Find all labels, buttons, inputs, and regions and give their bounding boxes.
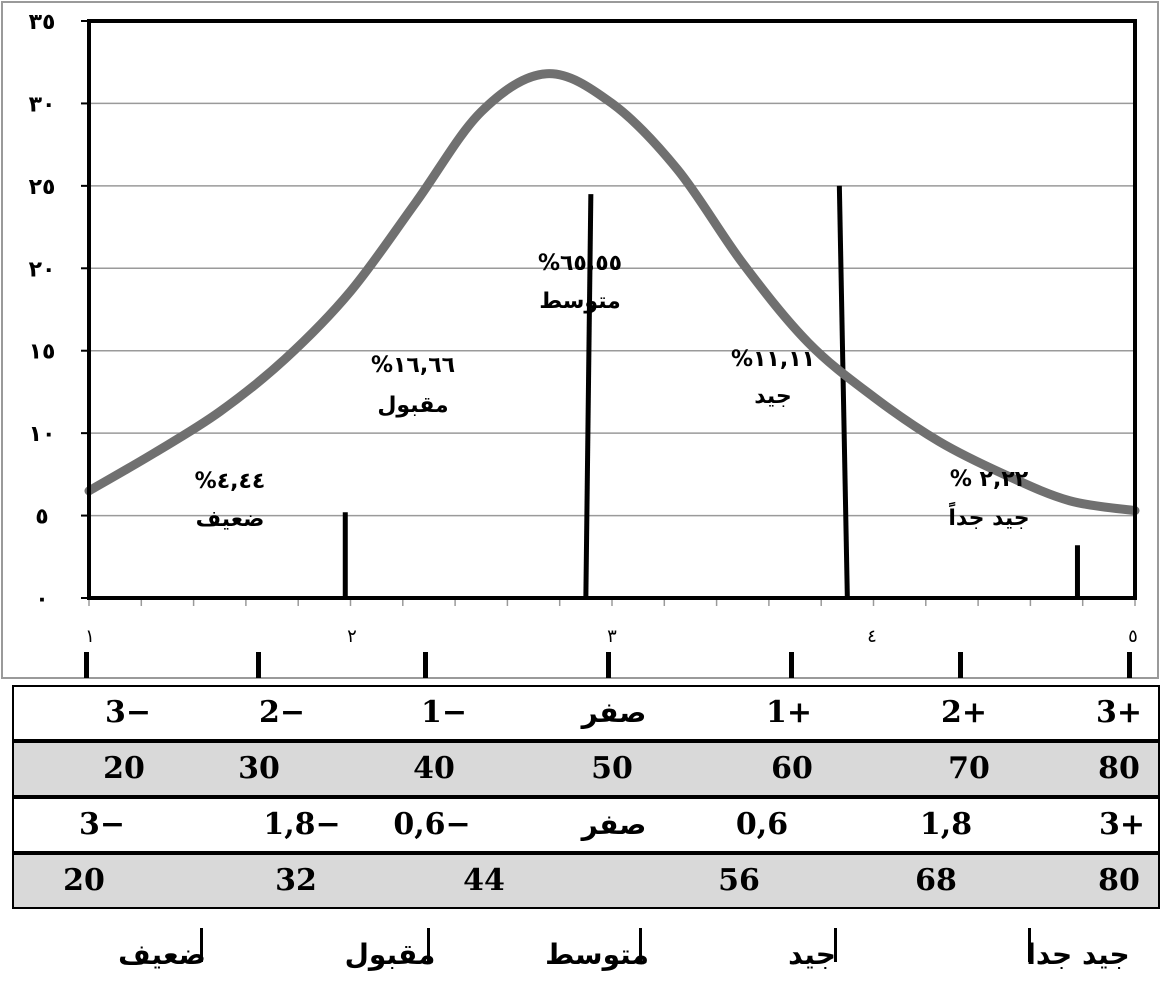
chart: ٠ ٥ ١٠ ١٥ ٢٠ ٢٥ ٣٠ ٣٥ ١ ٢ ٣ ٤ ٥ %٤,٤٤ ضعيف %١٦,٦٦ مقبو… (1, 1, 1159, 679)
table-cell: 50 (591, 751, 633, 786)
bar-marker (583, 194, 594, 599)
normal-curve-line (84, 69, 1140, 516)
table-cell: 32 (275, 863, 317, 898)
y-axis: ٠ ٥ ١٠ ١٥ ٢٠ ٢٥ ٣٠ ٣٥ (29, 10, 89, 612)
table-row: 20 32 44 56 68 80 (12, 853, 1160, 909)
table-row: 3− 2− 1− صفر 1+ 2+ 3+ (12, 685, 1160, 741)
annotation-percent: % ٢,٢٢ (950, 467, 1029, 492)
annotation-label: جيد جداً (948, 501, 1029, 531)
plot-frame (87, 19, 1137, 600)
chart-border (1, 1, 1159, 679)
table-cell: 2+ (940, 695, 988, 730)
annotations: %٤,٤٤ ضعيف %١٦,٦٦ مقبول %٦٥,٥٥ متوسط %١١,١١ جيد… (195, 251, 1030, 532)
y-tick-label: ١٥ (29, 340, 56, 365)
grade-label: جيد (788, 938, 836, 971)
y-tick-label: ٣٠ (29, 92, 56, 117)
table-cell: 3− (104, 695, 152, 730)
annotation-label: متوسط (539, 289, 621, 314)
annotation-label: جيد (754, 384, 792, 409)
table-row: 20 30 40 50 60 70 80 (12, 741, 1160, 797)
table-cell: 0,6− (393, 807, 471, 842)
table-cell: 20 (103, 751, 145, 786)
scale-tick (958, 652, 963, 678)
table-cell: 1+ (765, 695, 813, 730)
table-cell: 70 (948, 751, 990, 786)
table-cell: 30 (238, 751, 280, 786)
scale-tick (256, 652, 261, 678)
grade-label: ضعيف (118, 938, 206, 971)
x-tick-label: ٢ (347, 626, 357, 647)
annotation-percent: %٦٥,٥٥ (538, 251, 622, 276)
table-cell: 56 (718, 863, 760, 898)
grade-label: مقبول (344, 938, 436, 971)
x-tick-label: ٤ (867, 626, 877, 647)
grade-divider (834, 928, 837, 962)
table-cell: 2− (258, 695, 306, 730)
table-cell: 80 (1098, 863, 1140, 898)
y-tick-label: ١٠ (29, 422, 56, 447)
grade-divider (639, 928, 642, 962)
annotation-percent: %٤,٤٤ (195, 469, 266, 494)
bar-markers (342, 185, 1080, 599)
table-cell: 20 (63, 863, 105, 898)
grade-label: متوسط (545, 938, 649, 971)
grade-divider (1028, 928, 1031, 962)
annotation-percent: %١١,١١ (731, 347, 815, 372)
scale-tick (789, 652, 794, 678)
y-tick-label: ٢٠ (29, 257, 56, 282)
table-cell: 44 (463, 863, 505, 898)
table-cell: 80 (1098, 751, 1140, 786)
scale-tick (606, 652, 611, 678)
y-tick-label: ٢٥ (29, 175, 56, 200)
table-cell: 60 (771, 751, 813, 786)
bar-marker (836, 185, 850, 599)
scale-tick (423, 652, 428, 678)
table-cell: 40 (413, 751, 455, 786)
grade-label: جيد جدا (1026, 938, 1130, 971)
annotation-label: مقبول (377, 393, 448, 418)
table-cell: 3+ (1098, 807, 1146, 842)
table-cell: 1,8 (919, 807, 973, 842)
y-tick-label: ٠ (35, 587, 48, 612)
table-cell: 1− (420, 695, 468, 730)
table-cell: 3− (78, 807, 126, 842)
grade-divider (427, 928, 430, 962)
x-tick-label: ٥ (1128, 626, 1138, 647)
table-cell: صفر (581, 696, 647, 729)
table-cell: 3+ (1095, 695, 1143, 730)
table-cell: 1,8− (263, 807, 341, 842)
grade-divider (200, 928, 203, 962)
y-tick-label: ٥ (35, 505, 48, 530)
x-tick-label: ١ (85, 626, 95, 647)
table-cell: صفر (581, 808, 647, 841)
annotation-percent: %١٦,٦٦ (371, 353, 455, 378)
table-cell: 68 (915, 863, 957, 898)
table-cell: 0,6 (735, 807, 789, 842)
y-tick-label: ٣٥ (29, 10, 56, 35)
x-tick-label: ٣ (607, 626, 617, 647)
scale-tick (84, 652, 89, 678)
annotation-label: ضعيف (196, 507, 265, 532)
scale-tick (1127, 652, 1132, 678)
table-row: 3− 1,8− 0,6− صفر 0,6 1,8 3+ (12, 797, 1160, 853)
